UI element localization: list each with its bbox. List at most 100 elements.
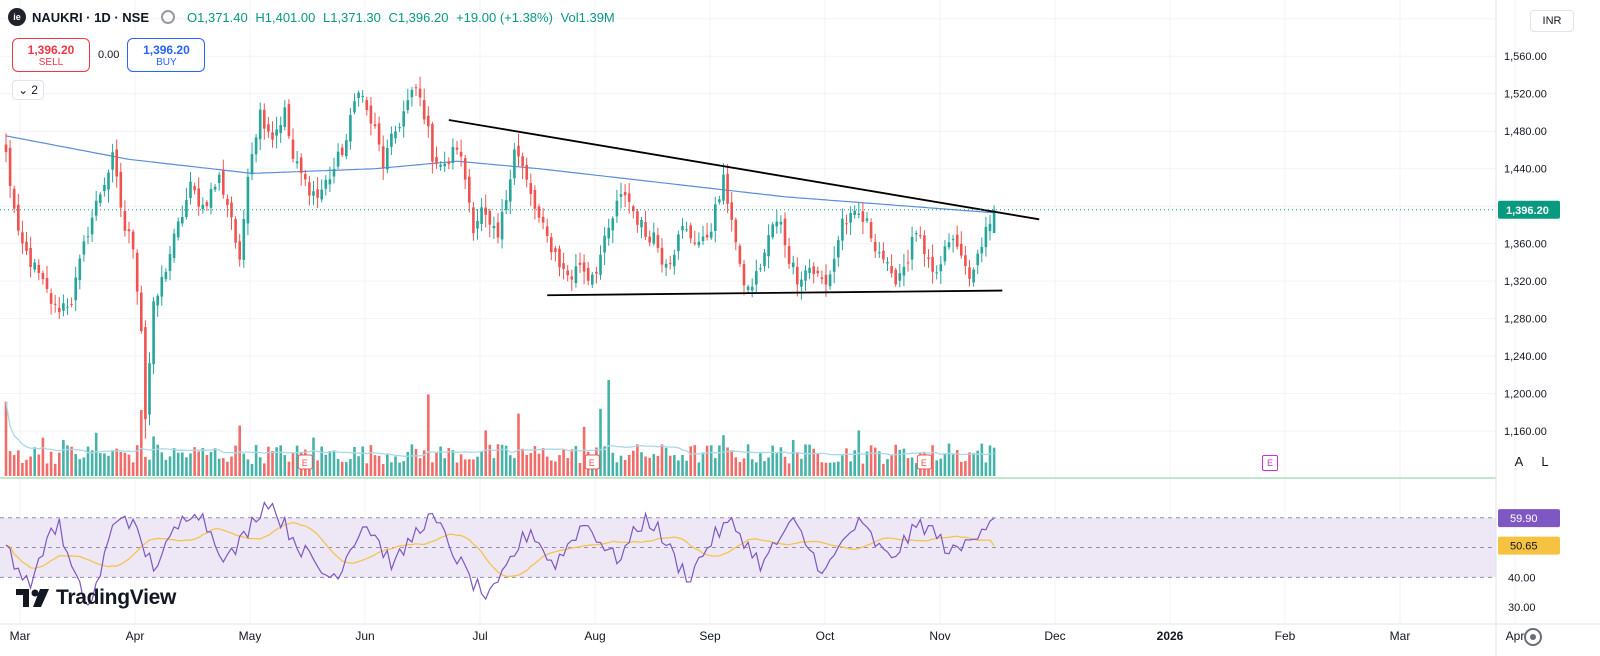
trade-panel: 1,396.20 SELL 0.00 1,396.20 BUY xyxy=(12,38,206,72)
volume-bar xyxy=(775,453,779,476)
candle-body xyxy=(894,269,897,285)
volume-bar xyxy=(570,449,574,476)
candle-body xyxy=(525,164,528,180)
candle-body xyxy=(422,100,426,120)
candle-body xyxy=(627,193,631,202)
candle-body xyxy=(217,174,221,184)
rsi-line xyxy=(5,501,995,606)
candle-body xyxy=(377,123,381,145)
volume-bar xyxy=(492,458,496,476)
volume-bar xyxy=(689,446,692,476)
candle-body xyxy=(213,186,217,190)
symbol-logo-icon[interactable]: ie xyxy=(8,8,26,26)
candle-body xyxy=(308,182,311,196)
volume-bar xyxy=(832,462,836,476)
volume-bar xyxy=(176,452,180,476)
candle-body xyxy=(898,273,902,281)
earnings-marker xyxy=(916,454,932,470)
candle-body xyxy=(652,232,656,244)
candle-body xyxy=(984,226,988,248)
candle-body xyxy=(865,218,869,221)
candle-body xyxy=(226,198,229,206)
candle-body xyxy=(53,303,57,305)
candle-body xyxy=(800,279,803,287)
buy-price: 1,396.20 xyxy=(143,42,190,57)
volume-bar xyxy=(525,454,528,476)
candle-body xyxy=(537,206,541,218)
settings-gear-icon[interactable] xyxy=(1524,628,1542,646)
candle-body xyxy=(21,232,24,244)
price-axis-tick-label: 1,200.00 xyxy=(1504,389,1547,401)
candle-body xyxy=(369,105,373,124)
price-axis-tick-label: 1,360.00 xyxy=(1504,239,1547,251)
volume-bar xyxy=(841,455,844,476)
candle-body xyxy=(70,304,73,306)
time-axis-label: 2026 xyxy=(1157,629,1184,643)
rsi-ma-value-label: 50.65 xyxy=(1510,541,1538,553)
rsi-value-box xyxy=(1498,509,1560,528)
currency-selector[interactable]: INR xyxy=(1530,10,1574,32)
candle-body xyxy=(193,186,196,191)
auto-scale-button[interactable]: A xyxy=(1514,453,1524,469)
volume-bar xyxy=(746,444,750,476)
tradingview-logo[interactable]: TradingView xyxy=(16,586,176,610)
candle-body xyxy=(414,87,418,89)
candle-body xyxy=(381,146,385,168)
candle-body xyxy=(29,247,32,268)
volume-bar xyxy=(550,460,553,476)
volume-bar xyxy=(787,463,791,476)
volume-bar xyxy=(668,455,672,476)
volume-bar xyxy=(640,452,643,476)
candle-body xyxy=(828,274,832,287)
candle-body xyxy=(480,207,483,224)
indicators-toggle-button[interactable]: ⌄ 2 xyxy=(12,80,44,100)
candle-body xyxy=(492,225,496,229)
volume-bar xyxy=(17,450,20,476)
volume-bar xyxy=(837,461,840,476)
time-axis-label: Mar xyxy=(1390,629,1411,643)
volume-bar xyxy=(193,447,196,476)
volume-bar xyxy=(951,454,955,476)
volume-bar xyxy=(533,446,537,476)
volume-bar xyxy=(394,456,397,476)
candle-body xyxy=(238,241,241,260)
volume-bar xyxy=(353,446,356,476)
volume-bar xyxy=(886,459,889,476)
sell-button[interactable]: 1,396.20 SELL xyxy=(12,38,90,72)
candle-body xyxy=(4,144,8,153)
volume-bar xyxy=(406,451,410,476)
time-axis-label: Apr xyxy=(1506,629,1525,643)
earnings-marker-future[interactable]: E xyxy=(1262,455,1278,471)
volume-bar xyxy=(636,444,639,476)
volume-bar xyxy=(230,456,233,476)
candle-body xyxy=(783,218,787,246)
price-axis-tick-label: 1,520.00 xyxy=(1504,89,1547,101)
volume-bar xyxy=(275,447,278,476)
volume-bar xyxy=(431,462,434,476)
symbol-title[interactable]: NAUKRI · 1D · NSE xyxy=(32,9,150,25)
earnings-marker-label: E xyxy=(302,458,308,468)
volume-bar xyxy=(111,450,114,476)
candle-body xyxy=(755,271,758,285)
candle-body xyxy=(562,263,565,269)
volume-bar xyxy=(734,457,738,476)
log-scale-button[interactable]: L xyxy=(1541,453,1549,469)
volume-bar xyxy=(103,453,106,476)
price-axis-tick-label: 1,320.00 xyxy=(1504,276,1547,288)
candle-body xyxy=(705,234,709,238)
volume-bar xyxy=(578,462,582,476)
candle-body xyxy=(919,235,922,237)
volume-bar xyxy=(656,455,660,476)
candle-body xyxy=(820,277,824,280)
high-value: H1,401.00 xyxy=(255,9,316,25)
candle-body xyxy=(943,246,947,262)
buy-button[interactable]: 1,396.20 BUY xyxy=(127,38,206,72)
candle-body xyxy=(144,327,147,420)
volume-bar xyxy=(45,463,49,476)
volume-bar xyxy=(808,444,811,476)
candle-body xyxy=(771,224,774,238)
volume-bar xyxy=(463,459,467,476)
volume-bar xyxy=(537,453,541,476)
